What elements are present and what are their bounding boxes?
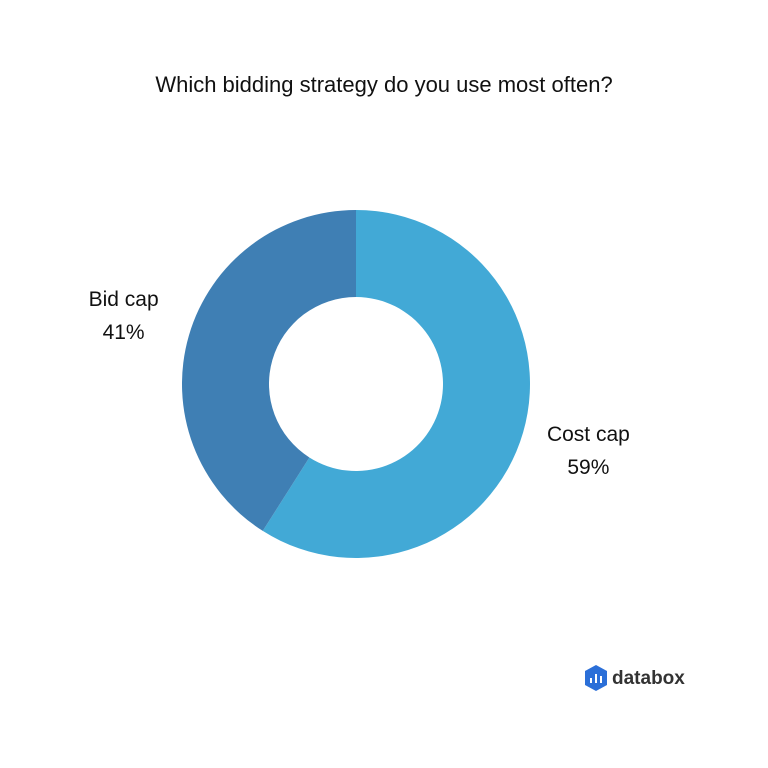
logo-bar [600, 676, 602, 683]
donut-slice [181, 210, 356, 531]
slice-label: Bid cap [89, 288, 159, 311]
chart-title: Which bidding strategy do you use most o… [155, 72, 612, 97]
value-label: 41% [103, 321, 145, 344]
slice-label: Cost cap [547, 423, 630, 446]
logo-bar [590, 678, 592, 683]
value-label: 59% [567, 456, 609, 479]
donut-slice [262, 210, 530, 558]
brand-name: databox [612, 668, 685, 689]
logo-bar [595, 674, 597, 683]
brand-logo: databox [585, 665, 685, 691]
